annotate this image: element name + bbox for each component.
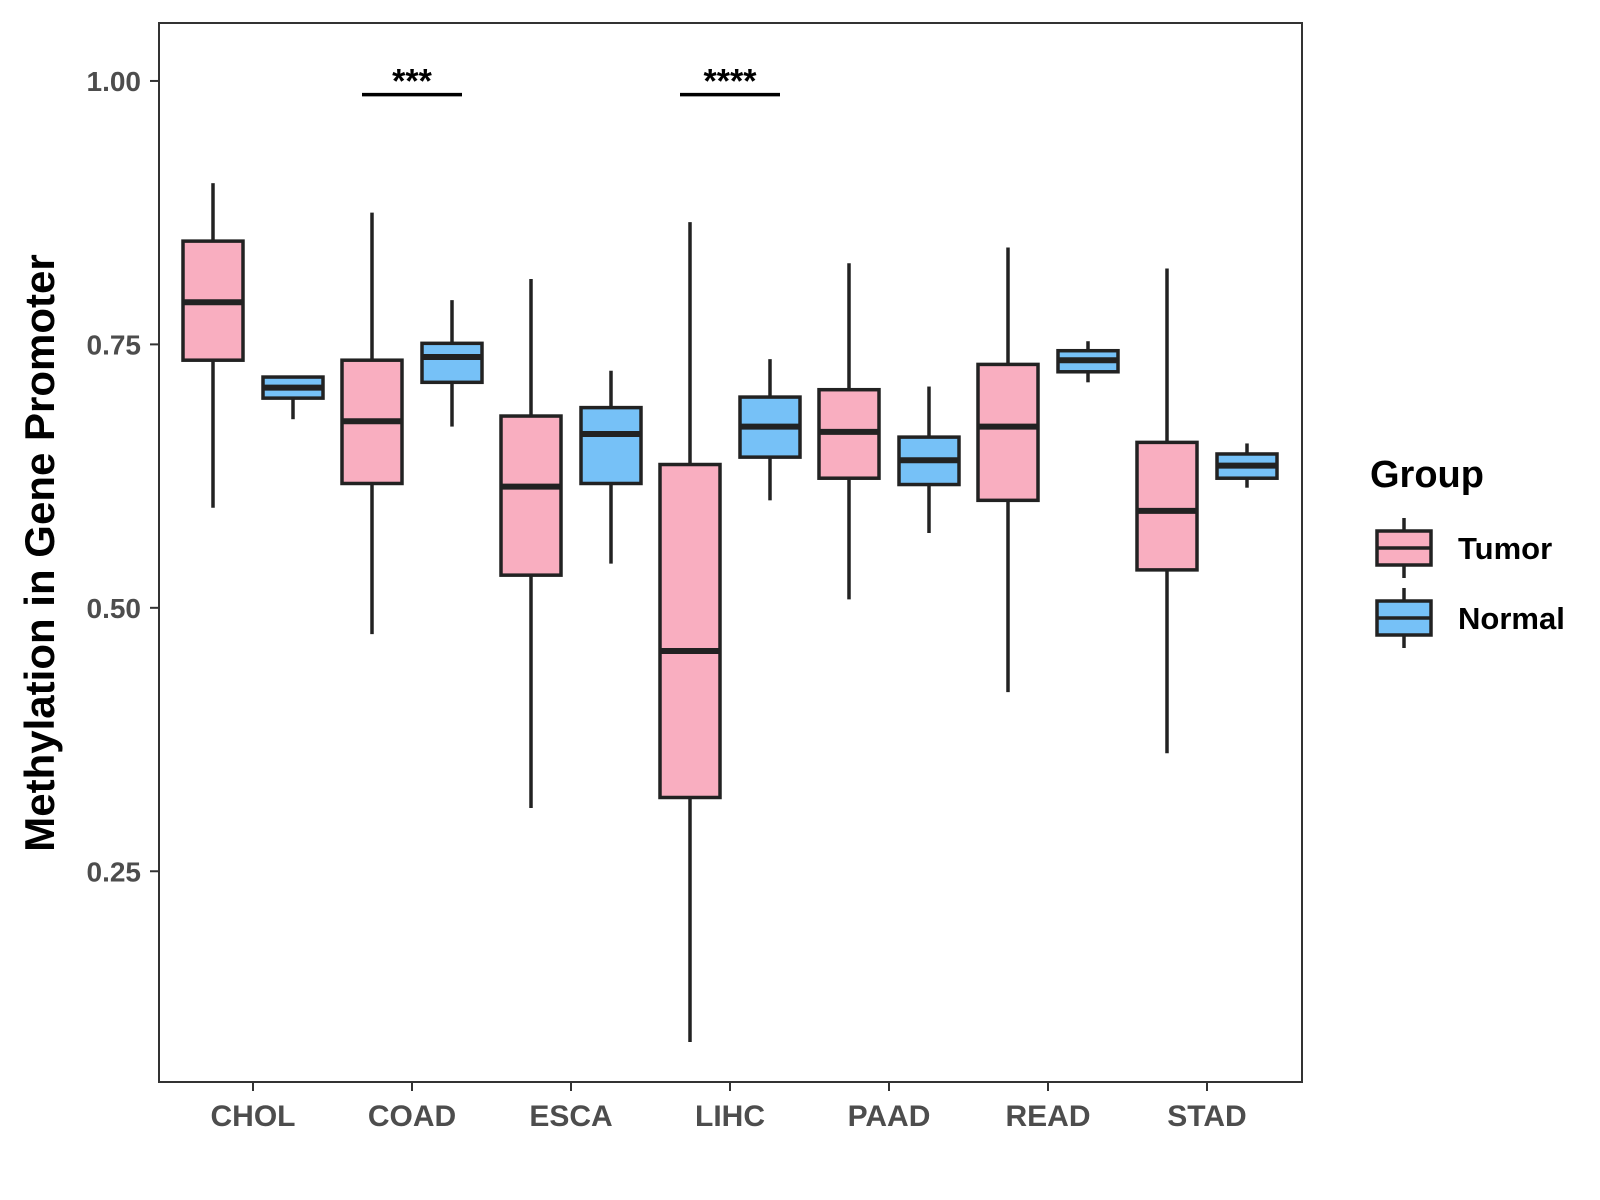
box-normal-esca bbox=[579, 370, 643, 564]
legend: Group Tumor Normal bbox=[1370, 454, 1565, 648]
box-series bbox=[181, 183, 1279, 1042]
box-normal-coad bbox=[420, 300, 484, 427]
box-normal-chol bbox=[261, 375, 325, 420]
significance-label: *** bbox=[392, 63, 432, 101]
x-axis: CHOL COAD ESCA LIHC PAAD READ STAD bbox=[211, 1082, 1247, 1133]
x-tick-label: READ bbox=[1005, 1100, 1090, 1133]
x-tick-label: ESCA bbox=[529, 1100, 612, 1133]
box-tumor-esca bbox=[499, 279, 563, 809]
legend-title: Group bbox=[1370, 454, 1484, 496]
box-body bbox=[976, 362, 1040, 503]
box-body bbox=[499, 414, 563, 577]
x-tick-label: STAD bbox=[1167, 1100, 1246, 1133]
box-tumor-chol bbox=[181, 183, 245, 508]
box-normal-paad bbox=[897, 386, 961, 534]
box-tumor-coad bbox=[340, 212, 404, 635]
y-tick-label: 0.50 bbox=[87, 593, 142, 624]
significance-annotations: *** **** bbox=[362, 63, 780, 101]
x-tick-label: COAD bbox=[368, 1100, 456, 1133]
x-tick-label: CHOL bbox=[211, 1100, 296, 1133]
box-body bbox=[658, 462, 722, 800]
box-tumor-lihc bbox=[658, 222, 722, 1042]
box-tumor-paad bbox=[817, 263, 881, 600]
box-body bbox=[1135, 440, 1199, 572]
y-axis-title: Methylation in Gene Promoter bbox=[16, 254, 63, 851]
box-body bbox=[420, 341, 484, 385]
x-tick-label: LIHC bbox=[695, 1100, 765, 1133]
y-tick-label: 0.25 bbox=[87, 856, 142, 887]
legend-item-normal: Normal bbox=[1458, 601, 1565, 636]
box-body bbox=[579, 405, 643, 486]
box-normal-stad bbox=[1215, 443, 1279, 488]
y-tick-label: 1.00 bbox=[87, 66, 142, 97]
plot-panel bbox=[158, 22, 1303, 1083]
x-tick-label: PAAD bbox=[848, 1100, 931, 1133]
significance-label: **** bbox=[704, 63, 758, 101]
box-tumor-read bbox=[976, 247, 1040, 693]
y-tick-label: 0.75 bbox=[87, 329, 142, 360]
legend-item-tumor: Tumor bbox=[1458, 531, 1552, 566]
box-normal-read bbox=[1056, 341, 1120, 383]
box-tumor-stad bbox=[1135, 268, 1199, 754]
y-axis: 0.25 0.50 0.75 1.00 bbox=[87, 66, 159, 887]
box-normal-lihc bbox=[738, 359, 802, 501]
